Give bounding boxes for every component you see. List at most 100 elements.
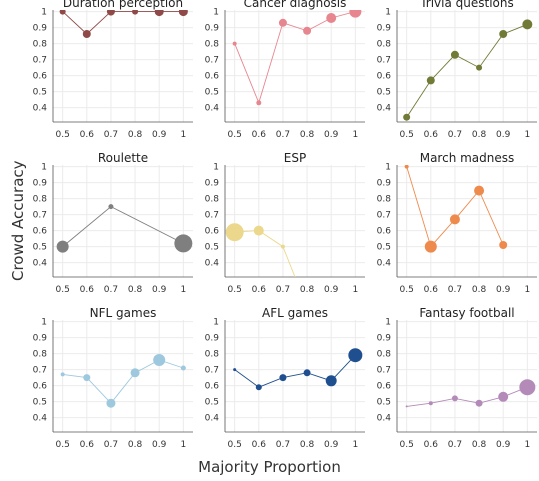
y-tick-label: 0.5 (33, 243, 47, 253)
y-tick-label: 0.8 (205, 40, 220, 50)
x-tick-label: 0.6 (80, 130, 95, 140)
y-tick-label: 0.9 (205, 24, 220, 34)
series-group (233, 348, 363, 391)
y-tick-label: 0.4 (377, 259, 392, 269)
data-point (154, 10, 164, 17)
series-line (62, 359, 184, 404)
y-tick-label: 0.9 (33, 24, 48, 34)
data-point (132, 10, 139, 15)
y-tick-label: 0.7 (205, 366, 219, 376)
y-tick-label: 0.5 (205, 398, 219, 408)
x-tick-label: 0.5 (227, 285, 241, 295)
x-tick-label: 0.8 (472, 130, 487, 140)
x-tick-label: 1 (352, 285, 358, 295)
y-tick-label: 0.7 (205, 211, 219, 221)
y-tick-label: 1 (41, 318, 47, 328)
x-tick-label: 0.7 (276, 130, 290, 140)
data-point (428, 401, 433, 406)
y-tick-label: 0.7 (33, 211, 47, 221)
panel-title: ESP (284, 151, 306, 165)
y-tick-label: 0.6 (205, 227, 220, 237)
data-point (59, 10, 66, 15)
y-tick-label: 0.6 (205, 382, 220, 392)
y-tick-label: 0.5 (377, 88, 391, 98)
y-tick-label: 0.8 (377, 350, 392, 360)
panel-title: Fantasy football (419, 306, 514, 320)
y-tick-label: 0.6 (205, 72, 220, 82)
series-group (225, 223, 296, 277)
y-tick-label: 0.6 (377, 382, 392, 392)
x-tick-label: 0.8 (128, 440, 143, 450)
y-tick-label: 0.9 (33, 179, 48, 189)
data-point (326, 13, 337, 23)
y-tick-label: 0.7 (33, 56, 47, 66)
data-point (280, 244, 285, 249)
x-tick-label: 0.8 (472, 285, 487, 295)
data-point (130, 368, 140, 378)
x-tick-label: 1 (180, 285, 186, 295)
y-tick-label: 1 (41, 163, 47, 173)
x-tick-label: 0.7 (276, 440, 290, 450)
y-tick-label: 0.9 (377, 24, 392, 34)
data-point (519, 379, 536, 396)
y-tick-label: 1 (41, 8, 47, 18)
x-tick-label: 0.5 (55, 440, 69, 450)
y-tick-label: 0.5 (377, 243, 391, 253)
data-point (403, 113, 411, 121)
x-tick-label: 0.8 (472, 440, 487, 450)
y-tick-label: 0.5 (33, 398, 47, 408)
data-point (255, 384, 262, 391)
data-point (303, 26, 312, 35)
panel-title: AFL games (262, 306, 328, 320)
x-tick-label: 0.7 (448, 130, 462, 140)
data-point (499, 241, 508, 249)
x-tick-label: 0.7 (448, 285, 462, 295)
series-group (404, 165, 508, 253)
y-tick-label: 0.4 (33, 259, 48, 269)
y-tick-label: 0.9 (205, 179, 220, 189)
panel-title: Cancer diagnosis (244, 0, 347, 10)
data-point (522, 19, 533, 30)
y-tick-label: 0.4 (205, 414, 220, 424)
x-tick-label: 1 (180, 440, 186, 450)
data-point (348, 348, 363, 363)
panel-3: 0.4 0.5 0.6 0.7 0.8 0.9 1 0.5 0.6 0.7 0.8 0.9 1 Trivi… (377, 0, 537, 140)
y-tick-label: 0.6 (33, 227, 48, 237)
panel-8: 0.4 0.5 0.6 0.7 0.8 0.9 1 0.5 0.6 0.7 0.8 0.9 1 AFL g… (205, 306, 365, 450)
y-tick-label: 0.8 (33, 350, 48, 360)
data-point (424, 240, 437, 253)
x-axis-label: Majority Proportion (198, 458, 341, 476)
data-point (56, 240, 69, 253)
x-tick-label: 0.8 (128, 130, 143, 140)
x-tick-label: 0.9 (324, 440, 339, 450)
data-point (278, 18, 287, 27)
x-tick-label: 0.7 (448, 440, 462, 450)
x-tick-label: 0.8 (300, 130, 315, 140)
x-tick-label: 0.6 (424, 285, 439, 295)
data-point (106, 10, 115, 16)
series-group (56, 204, 193, 253)
data-point (256, 100, 262, 106)
y-tick-label: 0.5 (205, 88, 219, 98)
data-point (82, 30, 91, 38)
x-tick-label: 0.9 (152, 285, 167, 295)
series-group (59, 10, 188, 38)
data-point (253, 225, 264, 236)
data-point (174, 234, 193, 253)
y-tick-label: 0.4 (377, 104, 392, 114)
y-tick-label: 0.7 (33, 366, 47, 376)
y-tick-label: 0.5 (377, 398, 391, 408)
x-tick-label: 0.8 (300, 440, 315, 450)
x-tick-label: 0.9 (152, 440, 167, 450)
y-tick-label: 1 (385, 318, 391, 328)
x-tick-label: 0.9 (324, 285, 339, 295)
series-group (60, 354, 186, 408)
y-tick-label: 0.9 (377, 334, 392, 344)
data-point (349, 10, 362, 18)
data-point (426, 76, 435, 85)
x-tick-label: 0.5 (55, 285, 69, 295)
series-group (232, 10, 362, 106)
x-tick-label: 1 (524, 130, 530, 140)
x-tick-label: 0.7 (104, 285, 118, 295)
